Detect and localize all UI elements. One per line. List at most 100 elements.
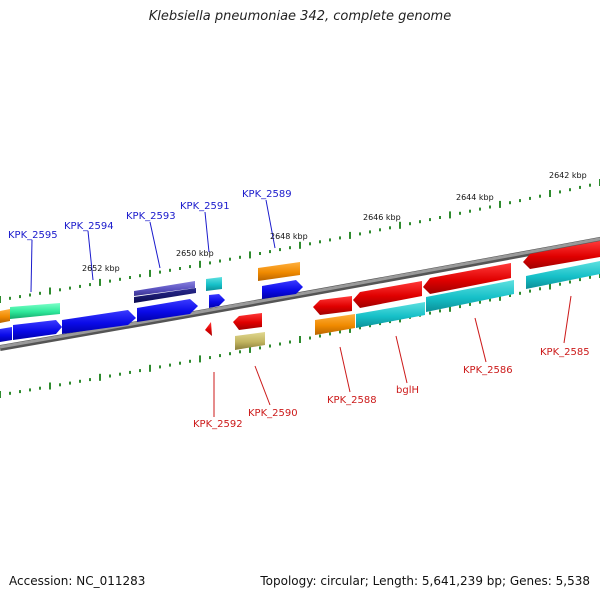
gene-label-kpk-2593[interactable]: KPK_2593 xyxy=(126,211,176,222)
tick-label: 2646 kbp xyxy=(363,213,401,222)
scale-tick xyxy=(449,211,451,219)
scale-tick xyxy=(209,261,211,265)
scale-tick xyxy=(289,246,291,250)
scale-tick xyxy=(259,252,261,255)
gene-blue-left[interactable] xyxy=(0,327,12,342)
tick-label: 2652 kbp xyxy=(82,264,120,273)
gene-bglh-b[interactable] xyxy=(356,302,425,328)
scale-tick xyxy=(589,275,591,279)
scale-tick xyxy=(549,190,551,197)
scale-tick xyxy=(279,248,281,252)
scale-tick xyxy=(159,365,161,369)
gene-kpk-2589-a[interactable] xyxy=(258,262,300,281)
gene-kpk-2591-b[interactable] xyxy=(209,294,225,308)
gene-label-kpk-2591[interactable]: KPK_2591 xyxy=(180,201,230,212)
scale-tick xyxy=(529,196,531,200)
gene-kpk-2585-a[interactable] xyxy=(523,241,600,269)
scale-tick xyxy=(489,205,491,209)
scale-tick xyxy=(129,370,131,374)
tick-label: 2642 kbp xyxy=(549,171,587,180)
scale-tick xyxy=(139,274,141,278)
scale-tick xyxy=(199,260,201,268)
accession-label: Accession: NC_011283 xyxy=(9,574,146,588)
gene-label-bglh[interactable]: bglH xyxy=(396,385,419,396)
gene-label-kpk-2595[interactable]: KPK_2595 xyxy=(8,230,58,241)
scale-tick xyxy=(239,255,241,259)
scale-tick xyxy=(129,276,131,279)
scale-tick xyxy=(579,278,581,282)
scale-tick xyxy=(329,238,331,242)
scale-tick xyxy=(99,278,101,286)
scale-tick xyxy=(79,284,81,288)
gene-orange-left[interactable] xyxy=(0,309,10,323)
scale-tick xyxy=(499,293,501,301)
gene-kpk-2594[interactable] xyxy=(62,310,136,334)
gene-kpk-2588-b[interactable] xyxy=(315,314,355,335)
scale-tick xyxy=(369,324,371,328)
gene-label-kpk-2588[interactable]: KPK_2588 xyxy=(327,395,377,406)
scale-tick xyxy=(19,390,21,394)
scale-tick xyxy=(399,221,401,229)
gene-label-kpk-2594[interactable]: KPK_2594 xyxy=(64,221,114,232)
gene-label-kpk-2590[interactable]: KPK_2590 xyxy=(248,408,298,419)
scale-tick xyxy=(19,295,21,299)
scale-tick xyxy=(119,277,121,281)
scale-tick xyxy=(109,374,111,378)
scale-tick xyxy=(29,388,31,392)
gene-kpk-2593-b[interactable] xyxy=(134,288,196,303)
gene-kpk-2586-a[interactable] xyxy=(423,263,511,294)
scale-tick xyxy=(229,352,231,356)
scale-tick xyxy=(569,188,571,192)
scale-tick xyxy=(379,228,381,232)
scale-tick xyxy=(349,231,351,239)
gene-kpk-2585-b[interactable] xyxy=(526,261,600,289)
scale-tick xyxy=(559,190,561,194)
gene-kpk-2595-a[interactable] xyxy=(10,303,60,319)
scale-tick xyxy=(429,218,431,222)
scale-tick xyxy=(389,226,391,230)
gene-label-kpk-2589[interactable]: KPK_2589 xyxy=(242,189,292,200)
scale-tick xyxy=(409,222,411,226)
gene-kpk-2592[interactable] xyxy=(205,322,212,336)
scale-tick xyxy=(219,259,221,263)
gene-kpk-2591-a[interactable] xyxy=(206,277,222,291)
gene-kpk-2593-a[interactable] xyxy=(134,281,195,296)
scale-tick xyxy=(279,342,281,346)
gene-kpk-2589-b[interactable] xyxy=(262,280,303,299)
scale-tick xyxy=(79,379,81,383)
scale-tick xyxy=(539,194,541,198)
gene-bglh-a[interactable] xyxy=(353,281,422,308)
scale-tick xyxy=(59,383,61,387)
gene-kpk-2590-a[interactable] xyxy=(233,313,262,330)
tick-label: 2650 kbp xyxy=(176,249,214,258)
gene-label-kpk-2585[interactable]: KPK_2585 xyxy=(540,347,590,358)
scale-tick xyxy=(479,207,481,211)
genome-backbone-highlight xyxy=(0,237,600,349)
forward-strand-genes xyxy=(0,262,303,342)
gene-label-kpk-2592[interactable]: KPK_2592 xyxy=(193,419,243,430)
gene-kpk-2593-c[interactable] xyxy=(137,299,198,322)
scale-tick xyxy=(459,211,461,215)
scale-tick xyxy=(319,334,321,338)
scale-tick xyxy=(39,386,41,390)
scale-tick xyxy=(229,257,231,261)
scale-tick xyxy=(119,372,121,376)
scale-tick xyxy=(569,280,571,284)
scale-tick xyxy=(189,265,191,269)
gene-kpk-2590-b[interactable] xyxy=(235,332,265,350)
scale-tick xyxy=(519,199,521,203)
scale-tick xyxy=(329,332,331,336)
scale-tick xyxy=(259,346,261,350)
gene-kpk-2586-b[interactable] xyxy=(426,280,514,312)
scale-tick xyxy=(269,250,271,254)
gene-kpk-2595-b[interactable] xyxy=(13,320,62,340)
scale-tick xyxy=(149,269,151,277)
scale-tick xyxy=(0,391,1,398)
scale-tick xyxy=(189,359,191,363)
scale-tick xyxy=(39,291,41,295)
gene-label-kpk-2586[interactable]: KPK_2586 xyxy=(463,365,513,376)
gene-kpk-2588-a[interactable] xyxy=(313,296,352,315)
scale-tick xyxy=(9,391,11,395)
scale-tick xyxy=(469,209,471,213)
